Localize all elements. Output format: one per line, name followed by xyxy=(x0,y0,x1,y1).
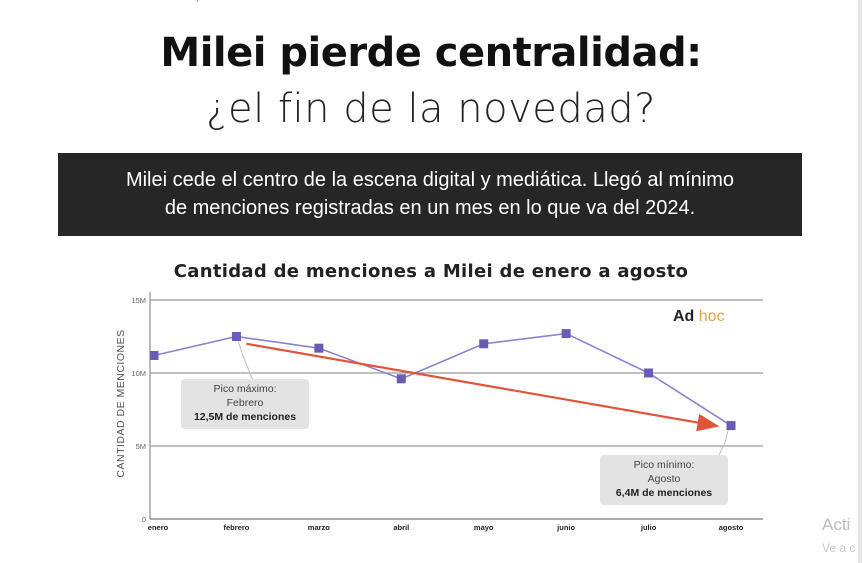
callout-box-min xyxy=(600,455,728,505)
data-point-enero xyxy=(149,350,159,360)
data-point-junio xyxy=(561,329,571,339)
page-title: Milei pierde centralidad: xyxy=(160,30,702,76)
y-tick-label: 5M xyxy=(136,442,146,451)
trend-arrow xyxy=(246,342,720,432)
callout-min-line-1: Pico mínimo: xyxy=(634,459,695,471)
callout-connector-max xyxy=(237,341,253,380)
summary-banner: Milei cede el centro de la escena digita… xyxy=(58,153,802,236)
data-point-marzo xyxy=(314,343,324,353)
x-tick-label-febrero: febrero xyxy=(224,523,250,532)
callout-connector-min xyxy=(718,430,729,456)
x-tick-label-julio: julio xyxy=(640,523,657,532)
chart-title: Cantidad de menciones a Milei de enero a… xyxy=(173,261,689,282)
x-tick-label-marzo: marzo xyxy=(308,523,331,532)
x-tick-label-enero: enero xyxy=(148,523,169,532)
x-tick-label-junio: junio xyxy=(556,523,575,532)
adhoc-logo: Ad hoc xyxy=(673,308,725,325)
data-point-abril xyxy=(396,374,406,384)
page-subtitle: ¿el fin de la novedad? xyxy=(206,86,656,132)
window-edge xyxy=(858,0,862,563)
callout-box-max xyxy=(181,379,309,429)
top-mark: ' xyxy=(196,0,199,9)
y-axis-title: CANTIDAD DE MENCIONES xyxy=(115,329,127,477)
banner-line-1: Milei cede el centro de la escena digita… xyxy=(125,169,735,191)
callout-min-line-2: Agosto xyxy=(648,473,681,485)
callout-min-line-3: 6,4M de menciones xyxy=(616,487,712,499)
y-tick-label: 15M xyxy=(131,296,146,305)
data-point-febrero xyxy=(231,332,241,341)
y-tick-label: 0 xyxy=(142,515,146,524)
activation-watermark: Acti xyxy=(822,515,851,534)
x-tick-label-mayo: mayo xyxy=(474,523,494,532)
series-line xyxy=(153,332,732,427)
callout-max-line-2: Febrero xyxy=(227,397,264,409)
x-tick-label-abril: abril xyxy=(393,523,409,532)
data-point-julio xyxy=(644,368,654,378)
callout-max-line-3: 12,5M de menciones xyxy=(194,411,296,423)
activation-watermark-sub: Ve a c xyxy=(822,541,856,555)
callout-max-line-1: Pico máximo: xyxy=(213,383,276,395)
banner-line-2: de menciones registradas en un mes en lo… xyxy=(164,197,696,219)
y-tick-label: 10M xyxy=(131,369,146,378)
x-tick-label-agosto: agosto xyxy=(719,523,744,532)
data-point-agosto xyxy=(726,421,736,431)
data-point-mayo xyxy=(479,339,489,349)
